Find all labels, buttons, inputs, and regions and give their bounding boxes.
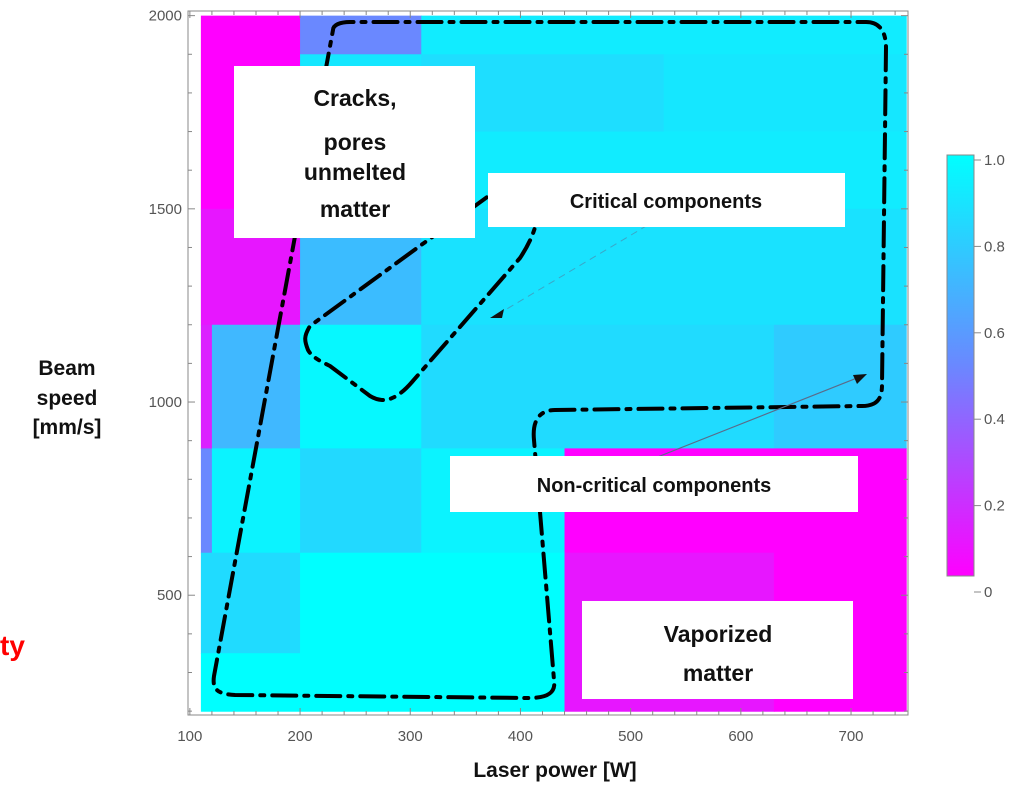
x-axis-ticks: 100 200 300 400 500 600 700 [177, 728, 863, 745]
frame-minor-ticks [188, 11, 908, 715]
critical-components-box-bg [488, 173, 845, 227]
critical-arrow-line [494, 212, 669, 317]
cracks-pores-box: Cracks, pores unmelted matter [234, 66, 475, 238]
noncritical-arrow-line [654, 375, 863, 459]
heatmap-cell [421, 324, 775, 449]
noncritical-arrow-head [853, 374, 867, 384]
x-tick-label: 600 [728, 728, 753, 745]
colorbar-tick-label: 0.2 [984, 498, 1005, 515]
colorbar-ticks: 0 0.2 0.4 0.6 0.8 1.0 [974, 152, 1005, 601]
cracks-pores-box-bg [234, 66, 475, 238]
heatmap-cell [300, 448, 422, 554]
colorbar-tick-label: 0.4 [984, 411, 1005, 428]
heatmap-cell [421, 208, 907, 326]
heatmap-cell [300, 324, 422, 449]
heatmap-cell [200, 324, 213, 449]
x-tick-label: 100 [177, 728, 202, 745]
cracks-line-1: Cracks, [313, 85, 396, 111]
cracks-line-2: pores [324, 129, 387, 155]
colorbar-tick-label: 1.0 [984, 152, 1005, 169]
cracks-line-4: matter [320, 196, 390, 222]
critical-components-text: Critical components [570, 191, 762, 213]
y-axis-title-line-2: speed [37, 387, 98, 410]
y-axis-ticks: 500 1000 1500 2000 [149, 8, 182, 605]
colorbar-tick-label: 0.8 [984, 238, 1005, 255]
colorbar [946, 154, 975, 577]
non-critical-components-text: Non-critical components [537, 475, 771, 497]
x-tick-label: 500 [618, 728, 643, 745]
y-axis-title-line-3: [mm/s] [33, 416, 102, 439]
y-axis-title-line-1: Beam [38, 357, 95, 380]
x-tick-label: 400 [508, 728, 533, 745]
y-tick-label: 1500 [149, 201, 182, 218]
vaporized-line-1: Vaporized [664, 621, 773, 647]
colorbar-tick-label: 0.6 [984, 325, 1005, 342]
vaporized-matter-box-bg [582, 601, 853, 699]
partial-red-text: ty [0, 630, 25, 661]
heatmap-cell [211, 324, 301, 449]
critical-arrow-head [490, 309, 504, 318]
heatmap-cell [211, 448, 301, 554]
x-axis-title: Laser power [W] [473, 759, 636, 782]
boundary-critical-region [303, 177, 540, 402]
x-tick-label: 300 [398, 728, 423, 745]
vaporized-line-2: matter [683, 660, 753, 686]
heatmap-cell [200, 448, 213, 554]
x-tick-label: 700 [839, 728, 864, 745]
x-tick-label: 200 [288, 728, 313, 745]
vaporized-matter-box: Vaporized matter [582, 601, 853, 699]
colorbar-tick-label: 0 [984, 584, 992, 601]
y-tick-label: 1000 [149, 394, 182, 411]
heatmap-cell [300, 552, 566, 712]
y-tick-label: 500 [157, 587, 182, 604]
annotation-arrows [490, 212, 867, 459]
heatmap-cell [200, 552, 301, 654]
non-critical-components-box: Non-critical components [450, 456, 858, 512]
heatmap-cell [663, 54, 907, 133]
boundary-good-region [211, 20, 888, 700]
non-critical-components-box-bg [450, 456, 858, 512]
y-tick-label: 2000 [149, 8, 182, 25]
heatmap-cell [773, 324, 907, 449]
critical-components-box: Critical components [488, 173, 845, 227]
region-boundaries [211, 20, 888, 700]
cracks-line-3: unmelted [304, 159, 406, 185]
